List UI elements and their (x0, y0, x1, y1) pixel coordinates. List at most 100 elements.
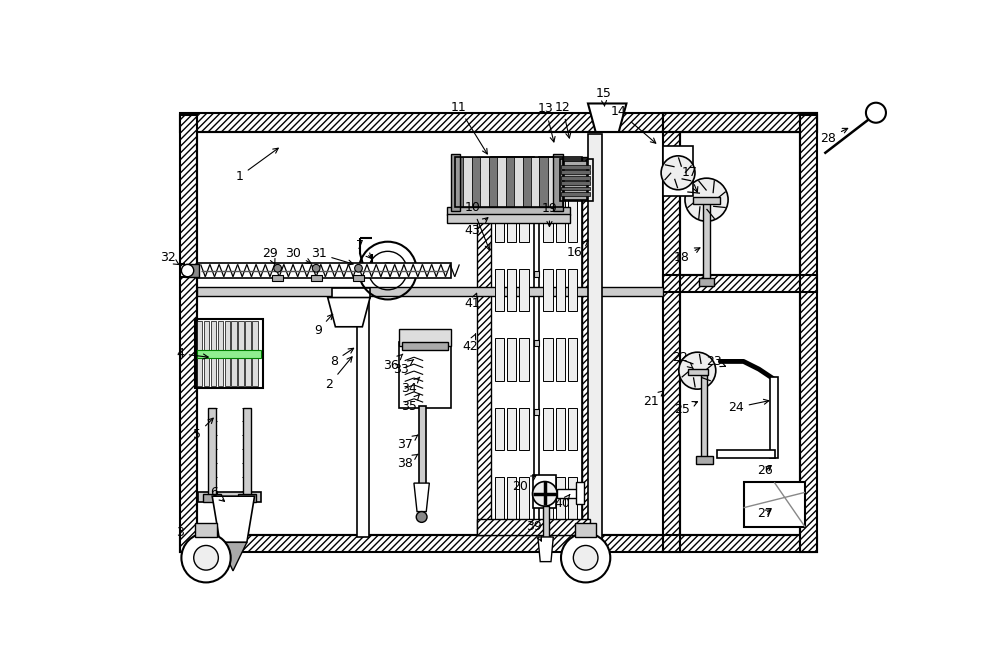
Text: 40: 40 (555, 495, 570, 510)
Text: 37: 37 (397, 435, 418, 451)
Text: 30: 30 (285, 247, 311, 263)
Text: 20: 20 (512, 476, 536, 493)
Circle shape (355, 264, 362, 272)
Bar (539, 158, 582, 535)
Bar (582, 158, 596, 535)
Bar (556, 200, 565, 242)
Circle shape (274, 264, 282, 272)
Bar (519, 407, 529, 450)
Bar (218, 321, 223, 386)
Bar (531, 158, 539, 208)
Bar (663, 275, 817, 292)
Bar (402, 342, 448, 350)
Bar (564, 161, 587, 200)
Bar (332, 288, 370, 298)
Bar (447, 208, 570, 215)
Text: 39: 39 (526, 520, 542, 541)
Bar (568, 407, 577, 450)
Bar (699, 279, 714, 286)
Bar (198, 492, 261, 501)
Bar (195, 523, 217, 537)
Text: 21: 21 (643, 390, 664, 408)
Bar (451, 154, 460, 212)
Text: 8: 8 (330, 348, 354, 368)
Circle shape (181, 264, 194, 277)
Polygon shape (538, 537, 553, 562)
Text: 19: 19 (542, 202, 557, 227)
Bar (523, 158, 531, 208)
Bar (211, 321, 216, 386)
Bar (185, 264, 199, 277)
Polygon shape (220, 543, 247, 571)
Bar (696, 456, 713, 464)
Polygon shape (414, 483, 429, 512)
Bar (533, 476, 556, 508)
Bar (399, 342, 451, 407)
Text: 11: 11 (451, 101, 487, 154)
Bar (688, 369, 708, 375)
Bar (197, 263, 451, 279)
Bar (353, 275, 364, 281)
Bar (197, 350, 261, 357)
Bar (495, 338, 504, 380)
Bar (311, 275, 322, 281)
Bar (243, 407, 251, 496)
Bar (252, 321, 258, 386)
Bar (495, 269, 504, 311)
Bar (197, 321, 202, 386)
Circle shape (194, 545, 218, 570)
Bar (543, 269, 553, 311)
Circle shape (685, 178, 728, 221)
Circle shape (866, 102, 886, 123)
Bar (560, 159, 593, 201)
Bar (357, 294, 369, 537)
Bar (693, 197, 720, 204)
Bar (180, 535, 817, 553)
Bar (556, 269, 565, 311)
Bar (556, 477, 565, 519)
Bar (238, 321, 244, 386)
Bar (208, 407, 216, 496)
Text: 16: 16 (566, 240, 588, 259)
Circle shape (312, 264, 320, 272)
Bar (539, 158, 548, 208)
Polygon shape (588, 104, 626, 132)
Bar (548, 158, 556, 208)
Bar (195, 319, 263, 388)
Bar (495, 477, 504, 519)
Bar (519, 269, 529, 311)
Bar (203, 494, 221, 501)
Text: 26: 26 (757, 464, 773, 477)
Bar (663, 114, 817, 132)
Bar (561, 192, 590, 196)
Bar (477, 519, 590, 535)
Bar (717, 450, 775, 458)
Bar (663, 115, 680, 553)
Bar (553, 154, 563, 212)
Text: 18: 18 (674, 248, 700, 264)
Text: 41: 41 (465, 293, 480, 310)
Text: 17: 17 (682, 166, 698, 192)
Bar (568, 269, 577, 311)
Bar (534, 340, 539, 346)
Bar (770, 377, 778, 458)
Bar (507, 269, 516, 311)
Text: 3: 3 (176, 526, 184, 539)
Circle shape (533, 482, 557, 506)
Bar (506, 158, 514, 208)
Text: 6: 6 (210, 486, 225, 501)
Bar (455, 158, 563, 208)
Bar (495, 407, 504, 450)
Bar (556, 338, 565, 380)
Polygon shape (212, 496, 255, 543)
Text: 1: 1 (235, 148, 278, 183)
Text: 25: 25 (674, 401, 698, 416)
Circle shape (561, 533, 610, 582)
Bar (489, 158, 497, 208)
Text: 34: 34 (401, 377, 420, 395)
Bar (561, 165, 590, 169)
Bar (491, 158, 534, 535)
Text: 33: 33 (393, 359, 414, 376)
Text: 5: 5 (193, 418, 213, 441)
Bar (507, 407, 516, 450)
